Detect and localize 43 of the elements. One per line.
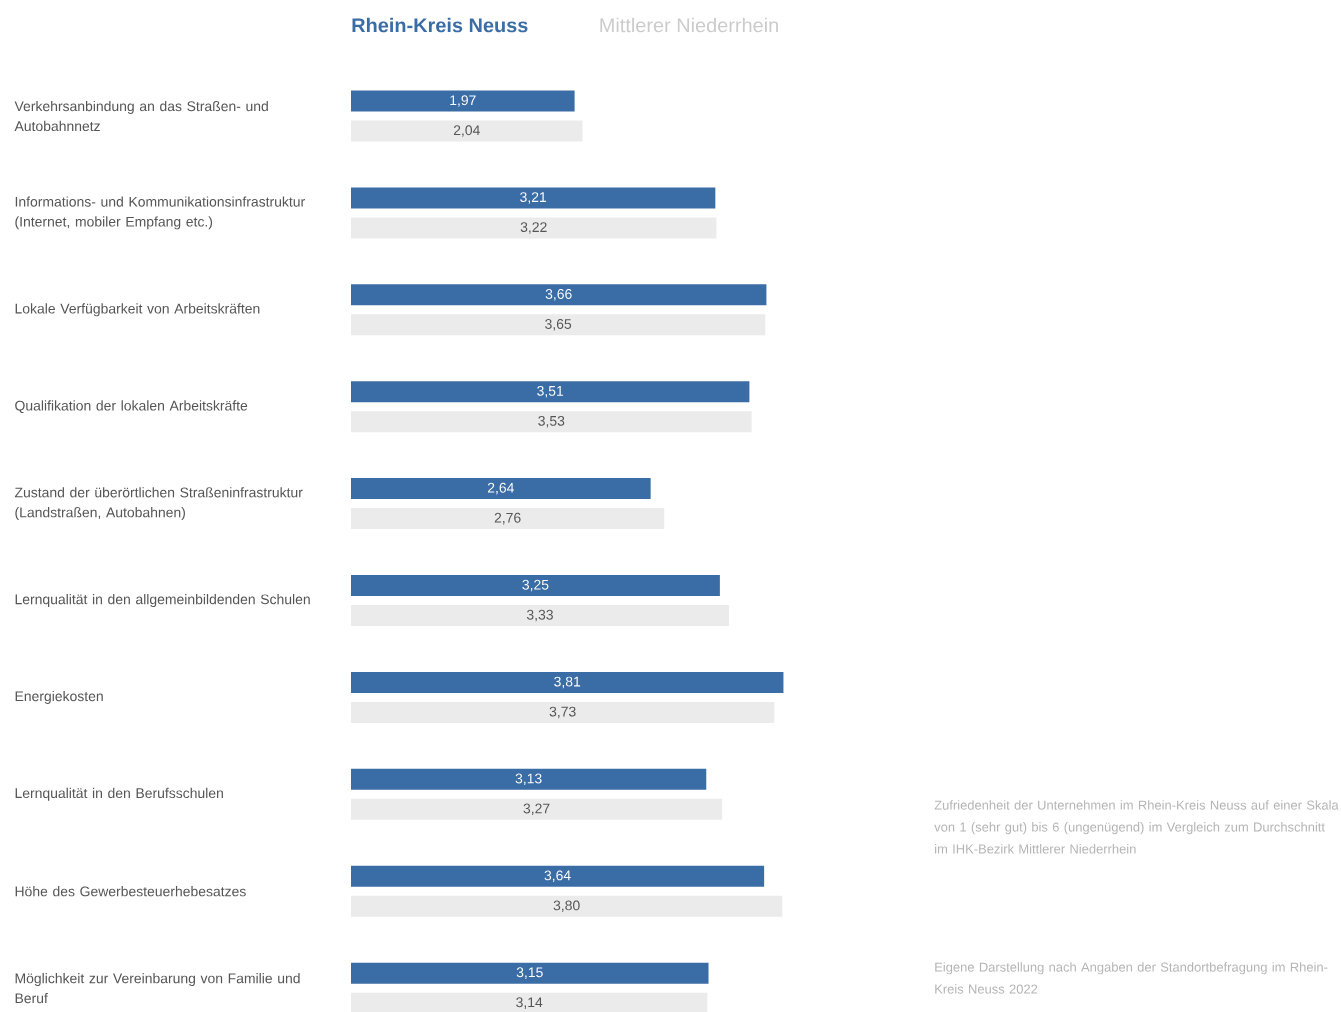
data-label: 3,81 <box>554 676 581 689</box>
y-tick-label: Lernqualität in den allgemeinbildenden Schulen <box>15 594 310 608</box>
bar <box>351 575 720 597</box>
data-label: 3,13 <box>515 773 542 786</box>
data-label: 3,14 <box>516 997 543 1009</box>
data-label: 3,53 <box>538 415 565 428</box>
y-tick-label: Möglichkeit zur Vereinbarung von Familie und Beruf <box>15 973 300 1004</box>
text: Eigene Darstellung nach Angaben der Standortbefragung im Rhein-Kreis Neuss 2022 <box>935 962 1328 994</box>
data-label: 1,97 <box>450 95 476 107</box>
data-label: 2,76 <box>494 512 521 525</box>
y-tick-label: Verkehrsanbindung an das Straßen- und Autobahnnetz <box>14 100 268 132</box>
bar <box>351 962 709 984</box>
data-label: 3,25 <box>522 579 549 592</box>
data-label: 3,73 <box>549 706 576 719</box>
bar <box>351 865 765 887</box>
bar <box>351 671 784 693</box>
y-tick-label: Energiekosten <box>15 690 103 704</box>
y-tick-label: Höhe des Gewerbesteuerhebesatzes <box>15 886 246 897</box>
data-label: 3,66 <box>545 289 572 301</box>
data-label: 3,22 <box>520 222 547 234</box>
text: Zufriedenheit der Unternehmen im Rhein-Kreis Neuss auf einer Skala von 1 (sehr gut) bis 6 (ungenügend) im Vergleich zum Durchschnitt im IHK-Bezirk Mittlerer Niederrhein <box>934 800 1339 854</box>
y-tick-label: Lernqualität in den Berufsschulen <box>15 787 223 801</box>
y-tick-label: Qualifikation der lokalen Arbeitskräfte <box>15 400 248 414</box>
bar <box>351 478 651 500</box>
data-label: 3,64 <box>544 870 571 882</box>
data-label: 3,27 <box>523 803 550 816</box>
bar <box>351 284 767 306</box>
data-label: 3,65 <box>545 319 572 331</box>
y-tick-label: Informations- und Kommunikationsinfrastruktur (Internet, mobiler Empfang etc.) <box>15 196 305 230</box>
bar <box>351 768 707 790</box>
data-label: 3,80 <box>553 900 580 912</box>
bar <box>351 90 575 112</box>
data-label: 3,51 <box>537 385 564 398</box>
data-label: 2,04 <box>453 125 480 137</box>
data-label: 3,15 <box>516 967 543 979</box>
bar <box>351 187 716 209</box>
data-label: 2,64 <box>487 482 514 495</box>
text: Rhein-Kreis Neuss <box>352 17 528 33</box>
y-tick-label: Zustand der überörtlichen Straßeninfrastruktur (Landstraßen, Autobahnen) <box>14 487 303 521</box>
data-label: 3,33 <box>526 609 553 622</box>
bar <box>351 381 750 403</box>
y-tick-label: Lokale Verfügbarkeit von Arbeitskräften <box>15 303 260 317</box>
data-label: 3,21 <box>520 192 547 204</box>
